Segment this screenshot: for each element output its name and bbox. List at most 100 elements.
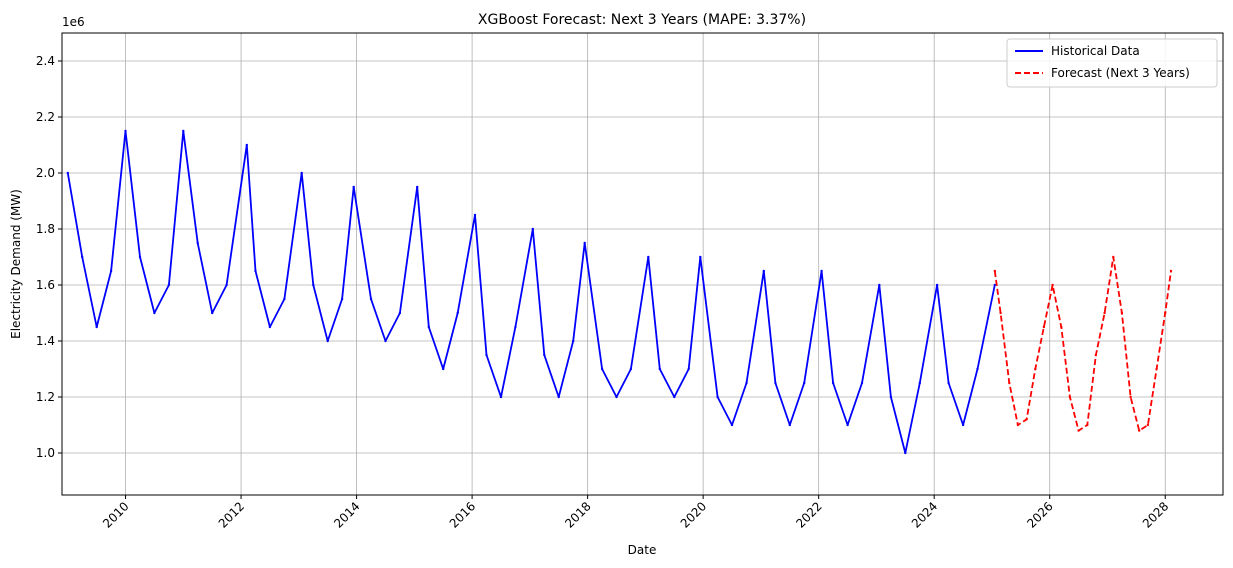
historical-point: [109, 269, 113, 273]
x-axis-label: Date: [628, 543, 657, 557]
historical-point: [66, 171, 70, 175]
historical-point: [904, 451, 907, 455]
x-tick-label: 2022: [793, 499, 824, 530]
forecast-point: [1051, 283, 1054, 287]
forecast-point: [1120, 311, 1124, 315]
historical-point: [788, 423, 791, 427]
forecast-point: [1146, 423, 1150, 427]
historical-point: [600, 367, 604, 371]
historical-point: [572, 339, 575, 343]
historical-point: [268, 325, 272, 329]
legend-label-forecast: Forecast (Next 3 Years): [1051, 66, 1190, 80]
forecast-point: [1042, 325, 1046, 329]
x-tick-label: 2014: [331, 499, 362, 530]
chart-title: XGBoost Forecast: Next 3 Years (MAPE: 3.…: [478, 12, 806, 28]
historical-point: [416, 185, 419, 189]
historical-point: [473, 213, 477, 217]
historical-point: [340, 297, 344, 301]
forecast-point: [1008, 381, 1011, 385]
forecast-point: [1129, 395, 1132, 399]
x-tick-label: 2010: [100, 499, 131, 530]
historical-point: [196, 241, 199, 245]
historical-point: [961, 423, 965, 427]
historical-point: [326, 339, 329, 343]
historical-point: [124, 129, 127, 133]
historical-point: [583, 241, 586, 245]
historical-point: [167, 283, 171, 287]
x-tick-label: 2024: [909, 499, 940, 530]
forecast-point: [1068, 395, 1072, 399]
historical-point: [730, 423, 734, 427]
historical-point: [699, 255, 702, 259]
historical-point: [312, 283, 315, 287]
y-tick-label: 2.0: [36, 166, 55, 180]
y-tick-label: 1.8: [36, 222, 55, 236]
forecast-point: [1169, 269, 1173, 273]
x-axis-ticks: 2010 2012 2014 2016 2018 2020 2022 2024 2026 2028: [100, 495, 1171, 531]
historical-point: [647, 255, 650, 259]
historical-point: [762, 269, 765, 273]
x-tick-label: 2012: [216, 499, 247, 530]
forecast-point: [1138, 429, 1141, 432]
historical-point: [889, 395, 893, 399]
historical-point: [615, 395, 618, 399]
historical-point: [543, 353, 546, 357]
forecast-point: [1164, 311, 1167, 315]
historical-point: [673, 395, 676, 399]
historical-point: [947, 381, 950, 385]
historical-point: [774, 381, 777, 385]
x-tick-label: 2028: [1140, 499, 1171, 530]
historical-point: [918, 381, 921, 385]
historical-point: [442, 367, 445, 371]
historical-point: [935, 283, 939, 287]
y-axis-label: Electricity Demand (MW): [9, 189, 23, 339]
x-tick-label: 2020: [678, 499, 709, 530]
historical-data-line: [66, 130, 996, 454]
forecast-point: [999, 311, 1002, 315]
historical-point: [716, 395, 719, 399]
grid: [62, 33, 1223, 495]
historical-point: [687, 367, 690, 371]
forecast-point: [1016, 423, 1020, 427]
y-tick-label: 2.2: [36, 110, 55, 124]
historical-point: [658, 367, 661, 371]
legend-box: [1006, 38, 1218, 88]
historical-point: [831, 381, 835, 385]
forecast-point: [1034, 367, 1037, 371]
historical-point: [81, 255, 84, 259]
legend-label-historical: Historical Data: [1051, 44, 1140, 58]
historical-point: [153, 311, 156, 315]
historical-point: [300, 171, 303, 175]
forecast-point: [1094, 353, 1098, 357]
forecast-point: [1060, 325, 1063, 329]
historical-point: [95, 325, 98, 329]
historical-point: [860, 381, 864, 385]
historical-point: [531, 227, 534, 231]
historical-point: [846, 423, 849, 427]
x-tick-label: 2026: [1024, 499, 1055, 530]
historical-point: [820, 269, 823, 273]
forecast-line: [993, 256, 1172, 432]
historical-point: [182, 129, 185, 133]
historical-point: [456, 311, 459, 315]
series-layer: [66, 129, 1173, 455]
forecast-point: [993, 269, 996, 273]
forecast-point: [1025, 418, 1028, 421]
y-tick-label: 2.4: [36, 54, 55, 68]
historical-point: [352, 185, 355, 189]
forecast-point: [1112, 255, 1115, 259]
y-offset-label: 1e6: [62, 15, 85, 29]
y-tick-label: 1.2: [36, 390, 55, 404]
historical-point: [745, 381, 748, 385]
y-axis-ticks: 1.0 1.2 1.4 1.6 1.8 2.0 2.2 2.4: [36, 54, 62, 460]
historical-point: [245, 143, 248, 147]
historical-point: [485, 353, 488, 357]
y-tick-label: 1.0: [36, 446, 55, 460]
x-tick-label: 2016: [447, 499, 478, 530]
historical-point: [384, 339, 387, 343]
forecast-point: [1155, 367, 1158, 371]
historical-point: [993, 283, 996, 287]
historical-point: [976, 367, 979, 371]
historical-point: [499, 395, 503, 399]
